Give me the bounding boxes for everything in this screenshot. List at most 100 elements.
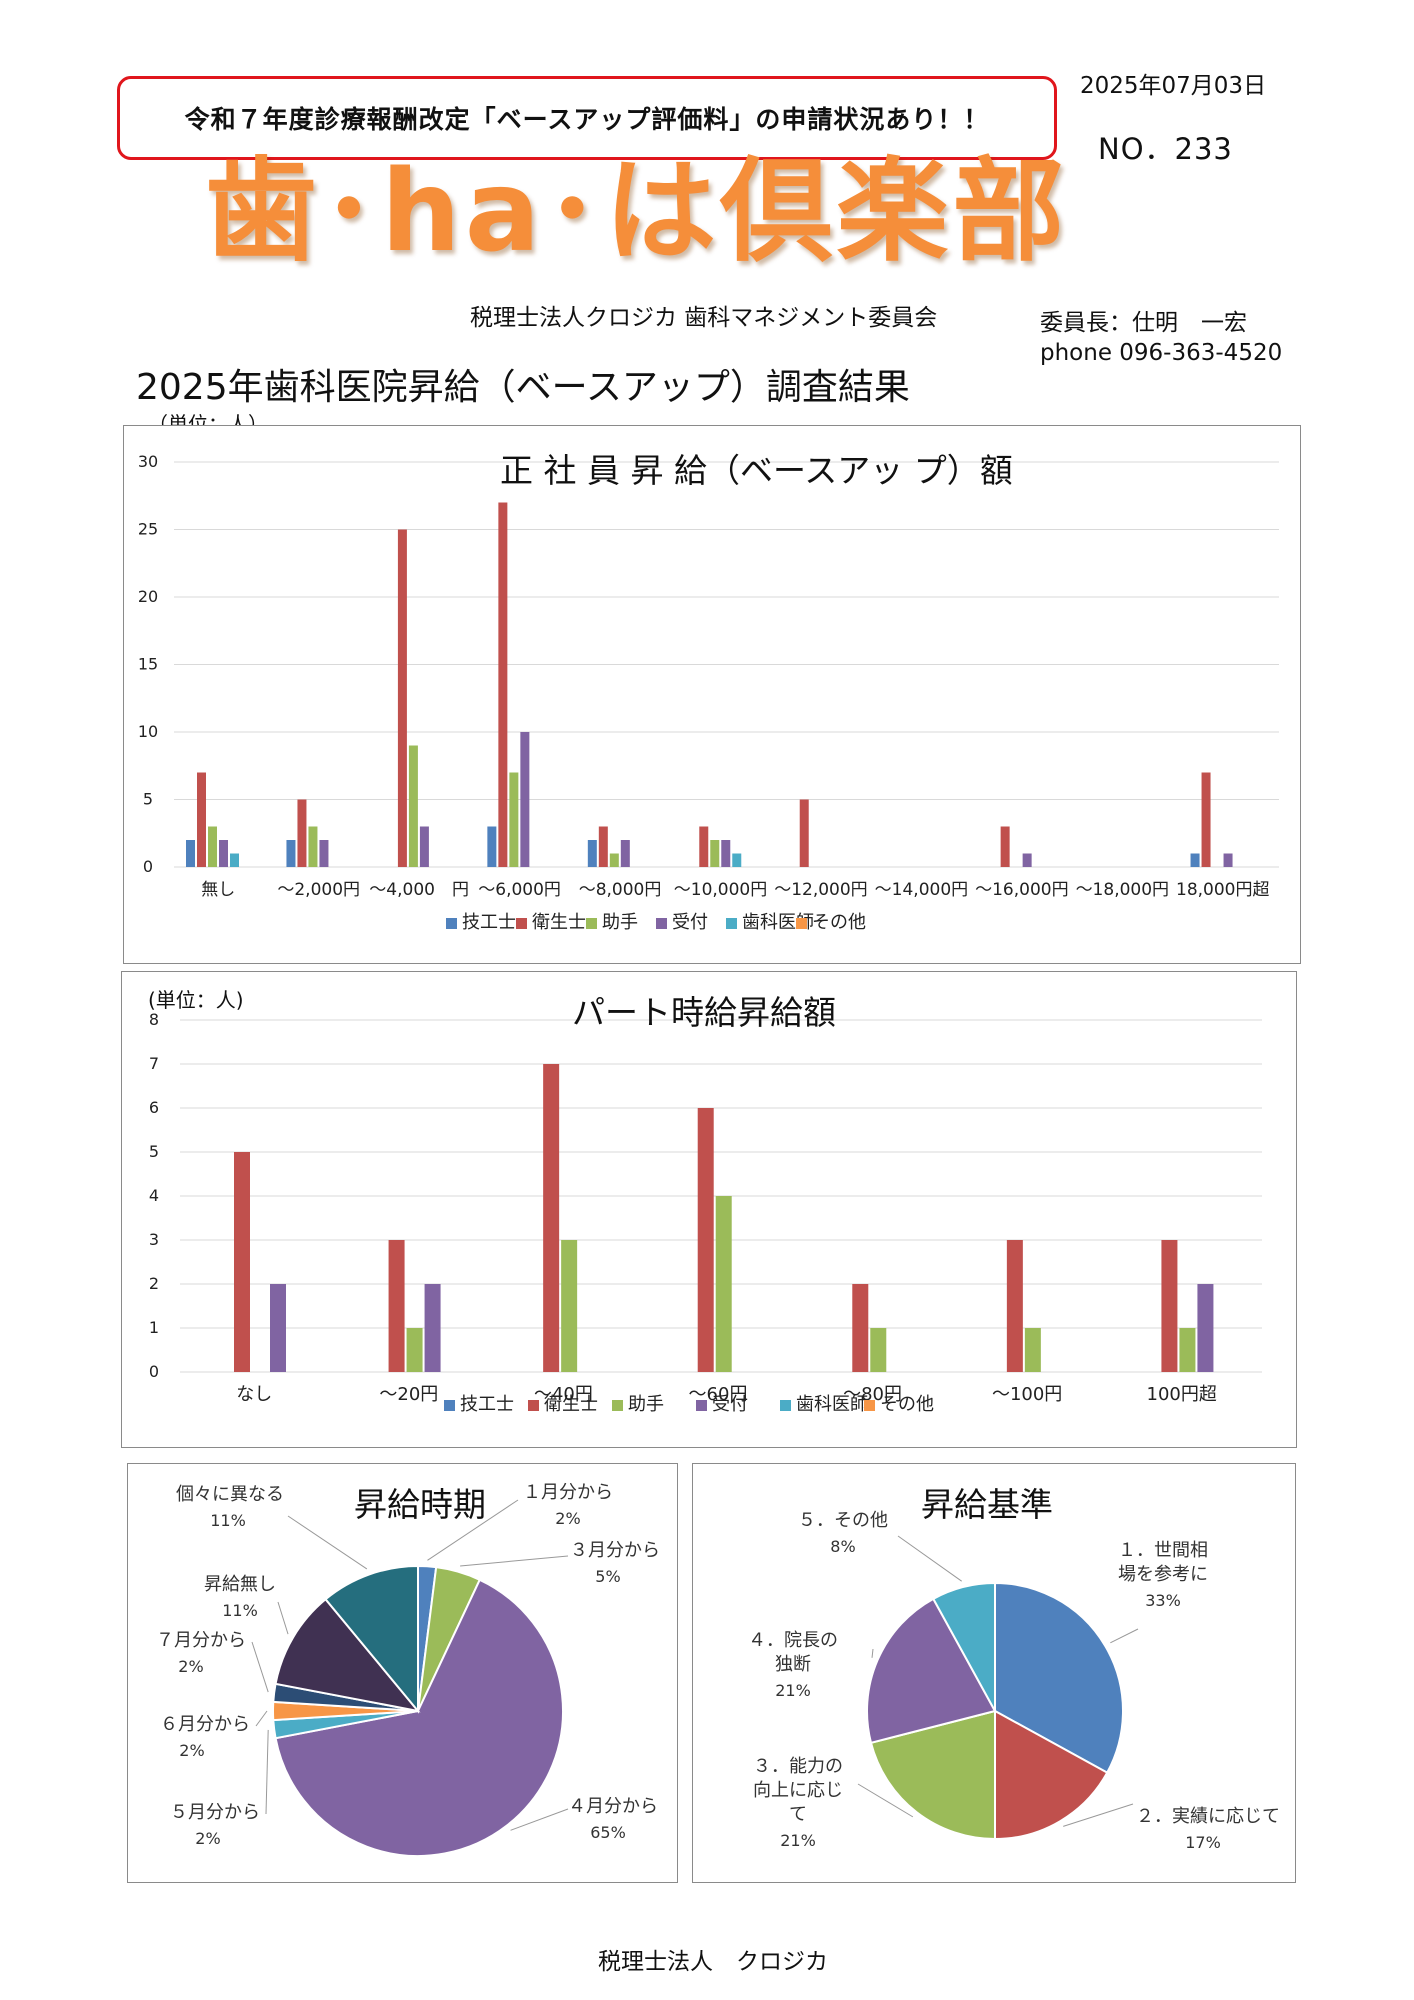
slice-percent: 65% [590, 1823, 626, 1842]
bar [1197, 1284, 1214, 1372]
bar [197, 772, 206, 867]
newsletter-logo: 歯･ha･は倶楽部 [205, 147, 1069, 277]
notice-text: 令和７年度診療報酬改定「ベースアップ評価料」の申請状況あり！！ [184, 105, 990, 134]
bar [1201, 772, 1211, 867]
bar [1190, 853, 1200, 867]
legend-label: 受付 [712, 1394, 748, 1415]
bar [699, 826, 709, 867]
legend-swatch [796, 918, 807, 929]
x-tick-label: ～20円 [379, 1384, 438, 1405]
slice-percent: 11% [210, 1511, 246, 1530]
x-tick-label: 18,000円超 [1176, 880, 1269, 900]
pie-slice [274, 1597, 421, 1713]
slice-percent: 2% [178, 1657, 203, 1676]
slice-percent: 21% [780, 1831, 816, 1850]
bar [1000, 826, 1010, 867]
legend-label: 技工士 [462, 912, 516, 933]
slice-label: ３．能力の [753, 1756, 843, 1777]
bar [520, 732, 530, 867]
legend-swatch [446, 918, 457, 929]
slice-percent: 17% [1185, 1833, 1221, 1852]
x-tick-label: 無し [201, 880, 235, 900]
legend-label: その他 [812, 912, 866, 933]
y-tick-label: 3 [149, 1230, 159, 1249]
legend-swatch [444, 1400, 455, 1411]
bar [710, 840, 720, 867]
bar [598, 826, 608, 867]
bar [1179, 1328, 1196, 1372]
legend-label: 受付 [672, 912, 708, 933]
bar [308, 826, 318, 867]
bar [587, 840, 597, 867]
fulltime-raise-chart: 0 5 10 15 20 25 30 無し ～2,000円 ～4,000 円 ～6,000円 ～8,0… [138, 452, 1279, 933]
leader-line [871, 1648, 874, 1658]
slice-label: ４．院長の [748, 1630, 838, 1651]
bar [270, 1284, 286, 1372]
bar [1024, 1328, 1041, 1372]
leader-line [897, 1535, 962, 1582]
phone-number: phone 096-363-4520 [1040, 340, 1283, 366]
notice-banner: 令和７年度診療報酬改定「ベースアップ評価料」の申請状況あり！！ [117, 76, 1057, 160]
legend-swatch [864, 1400, 875, 1411]
slice-percent: 11% [222, 1601, 258, 1620]
legend-swatch [656, 918, 667, 929]
x-tick-label: 100円超 [1147, 1384, 1217, 1405]
slice-label: ４月分から [568, 1796, 658, 1817]
slice-percent: 2% [179, 1741, 204, 1760]
legend-swatch [516, 918, 527, 929]
bar [1223, 853, 1233, 867]
legend-swatch [586, 918, 597, 929]
x-tick-label: なし [236, 1384, 272, 1405]
pie-slice [274, 1578, 564, 1857]
bar [697, 1108, 714, 1372]
bar [509, 772, 519, 867]
raise-timing-pie: １月分から 2% ３月分から 5% ４月分から 65% ５月分から 2% ６月分から 2% ７月分か… [156, 1482, 660, 1857]
page-title: 2025年歯科医院昇給（ベースアップ）調査結果 [136, 367, 910, 408]
legend-label: その他 [880, 1394, 934, 1415]
slice-label: １月分から [523, 1482, 613, 1503]
leader-line [277, 1601, 289, 1635]
bar [419, 826, 429, 867]
bar [870, 1328, 887, 1372]
bar [319, 840, 329, 867]
legend-label: 助手 [628, 1394, 664, 1415]
bar [397, 529, 407, 867]
chair-contact: 委員長：仕明 一宏 phone 096-363-4520 [1040, 308, 1282, 368]
slice-label: 独断 [775, 1654, 811, 1675]
x-tick-label: ～6,000円 [478, 880, 561, 900]
bar [498, 502, 508, 867]
legend-label: 歯科医師 [796, 1394, 868, 1415]
y-tick-label: 5 [149, 1142, 159, 1161]
slice-label: ２．実績に応じて [1136, 1806, 1280, 1827]
bar [721, 840, 731, 867]
pie-slice [994, 1581, 1124, 1775]
slice-label: ５．その他 [798, 1510, 888, 1531]
x-tick-label: ～14,000円 [875, 880, 968, 900]
y-tick-label: 5 [143, 790, 153, 809]
bar [799, 799, 809, 867]
slice-label: 個々に異なる [176, 1484, 284, 1505]
bar [852, 1284, 869, 1372]
slice-percent: 8% [830, 1537, 855, 1556]
bar [388, 1240, 405, 1372]
chair-name: 委員長：仕明 一宏 [1040, 310, 1247, 336]
bar [424, 1284, 441, 1372]
bar [208, 826, 217, 867]
slice-percent: 21% [775, 1681, 811, 1700]
legend-swatch [726, 918, 737, 929]
bar [715, 1196, 732, 1372]
bar [1022, 853, 1032, 867]
slice-label: ３月分から [570, 1540, 660, 1561]
bar [609, 853, 619, 867]
slice-label: ７月分から [156, 1630, 246, 1651]
raise-criteria-chart-panel: １．世間相 場を参考に 33% ２．実績に応じて 17% ３．能力の 向上に応じて 21% ４．… [692, 1463, 1296, 1883]
bar [234, 1152, 250, 1372]
pie-slice [994, 1709, 1109, 1841]
leader-line [427, 1499, 519, 1561]
legend-label: 衛生士 [544, 1394, 598, 1415]
y-tick-label: 0 [149, 1362, 159, 1381]
parttime-raise-chart: 0 1 2 3 4 5 6 7 8 なし ～20円 ～40円 ～60円 ～80円 ～100円 100円超 技工士… [149, 1010, 1262, 1415]
bar [286, 840, 296, 867]
bar [543, 1064, 560, 1372]
leader-line [460, 1555, 569, 1567]
